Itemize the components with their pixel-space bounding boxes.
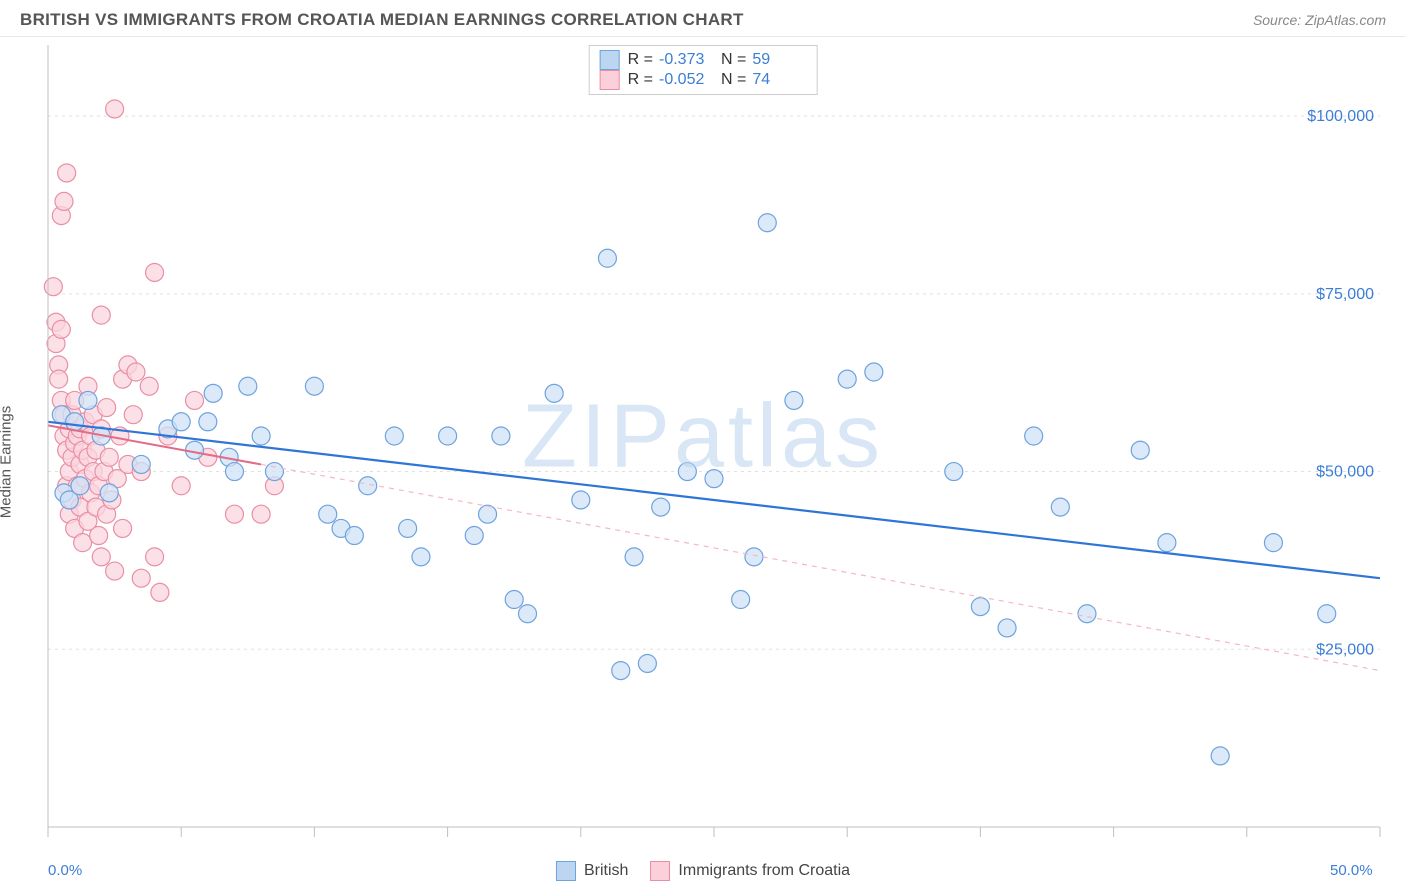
svg-text:$75,000: $75,000 xyxy=(1316,286,1374,303)
chart-title: BRITISH VS IMMIGRANTS FROM CROATIA MEDIA… xyxy=(20,10,744,30)
x-axis-max-label: 50.0% xyxy=(1330,862,1373,879)
legend-row: R =-0.373N =59 xyxy=(600,50,807,70)
legend-swatch xyxy=(556,861,576,881)
svg-text:$100,000: $100,000 xyxy=(1307,108,1374,125)
scatter-chart: $25,000 $50,000 $75,000 $100,000 xyxy=(0,37,1406,847)
svg-text:$50,000: $50,000 xyxy=(1316,464,1374,481)
chart-container: Median Earnings $25,000 $50,000 $75,000 $10… xyxy=(0,37,1406,887)
legend-item: British xyxy=(556,861,628,881)
legend-swatch xyxy=(600,50,620,70)
legend-swatch xyxy=(650,861,670,881)
header: BRITISH VS IMMIGRANTS FROM CROATIA MEDIA… xyxy=(0,0,1406,37)
legend-label: British xyxy=(584,862,628,880)
x-axis-min-label: 0.0% xyxy=(48,862,82,879)
legend-label: Immigrants from Croatia xyxy=(678,862,850,880)
svg-text:$25,000: $25,000 xyxy=(1316,641,1374,658)
legend-swatch xyxy=(600,70,620,90)
legend-item: Immigrants from Croatia xyxy=(650,861,850,881)
source-label: Source: ZipAtlas.com xyxy=(1253,12,1386,28)
y-axis-label: Median Earnings xyxy=(0,406,15,519)
legend-row: R =-0.052N =74 xyxy=(600,70,807,90)
series-legend: British Immigrants from Croatia xyxy=(556,861,850,881)
correlation-legend: R =-0.373N =59R =-0.052N =74 xyxy=(589,45,818,95)
